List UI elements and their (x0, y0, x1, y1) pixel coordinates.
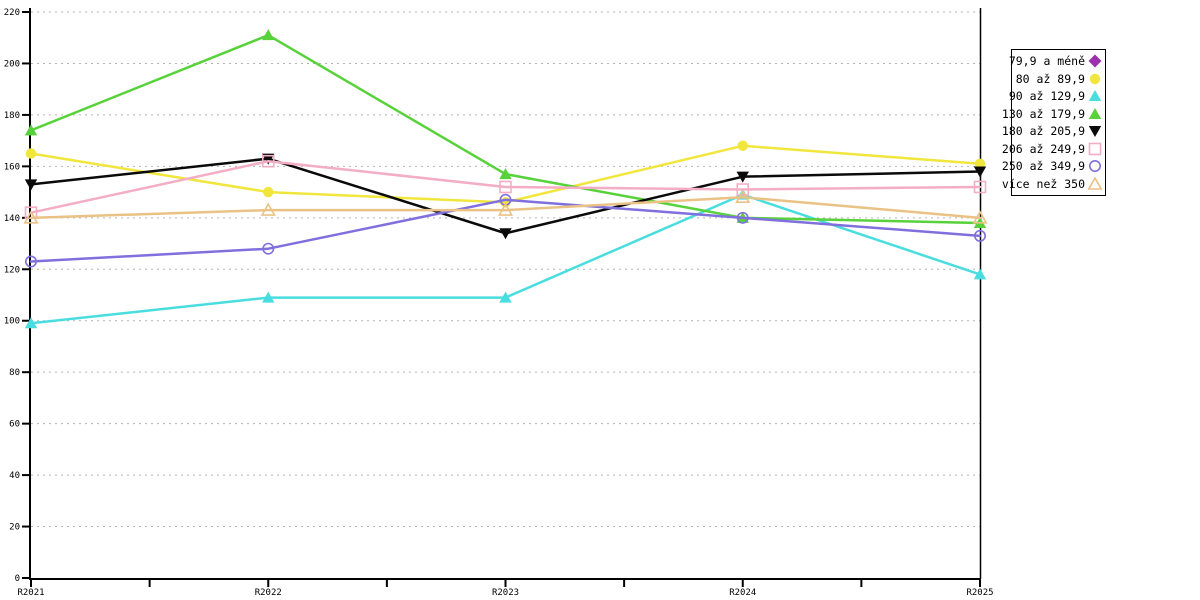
triangle-marker-icon (499, 168, 512, 180)
y-tick-label: 140 (4, 214, 20, 224)
legend-circle-icon (1089, 160, 1101, 173)
triangle-down-marker-icon (736, 171, 749, 183)
triangle-marker-icon (24, 317, 38, 329)
circle-icon (1089, 73, 1101, 85)
circle-icon (1089, 160, 1101, 173)
legend-circle-icon (1089, 73, 1101, 85)
triangle-icon (1088, 176, 1102, 190)
legend-item: 250 až 349,9 (1002, 158, 1102, 174)
legend-triangle-down-icon (1088, 126, 1102, 138)
legend-item: 80 až 89,9 (1014, 71, 1102, 87)
y-tick-label: 40 (9, 471, 20, 481)
triangle-down-marker-icon (24, 179, 38, 191)
triangle-marker-icon (973, 268, 987, 280)
circle-marker-icon (24, 255, 37, 268)
triangle-down-icon (1088, 126, 1102, 138)
x-tick-label: R2025 (966, 588, 993, 598)
square-marker-icon (736, 183, 750, 196)
triangle-marker-icon (260, 202, 276, 216)
y-tick-label: 220 (4, 8, 20, 18)
legend-label: 130 až 179,9 (1001, 106, 1085, 121)
y-tick-label: 100 (4, 317, 20, 327)
circle-marker-icon (736, 211, 749, 224)
triangle-down-marker-icon (499, 228, 512, 240)
legend-item: více než 350 (1002, 176, 1102, 192)
circle-marker-icon (974, 158, 986, 169)
triangle-marker-icon (23, 210, 39, 224)
x-tick-label: R2021 (17, 588, 44, 598)
legend-label: 180 až 205,9 (1001, 124, 1085, 139)
diamond-icon (1088, 54, 1102, 68)
triangle-icon (1088, 107, 1102, 119)
triangle-icon (1088, 90, 1102, 102)
legend-item: 90 až 129,9 (1009, 88, 1102, 104)
triangle-marker-icon (972, 210, 988, 224)
legend-label: 206 až 249,9 (1001, 141, 1085, 156)
x-tick-label: R2024 (729, 588, 756, 598)
x-tick-label: R2023 (492, 588, 519, 598)
square-marker-icon (973, 180, 987, 194)
legend-item: 130 až 179,9 (1002, 106, 1102, 122)
series-line (29, 159, 982, 214)
circle-marker-icon (25, 148, 37, 159)
triangle-marker-icon (262, 291, 275, 303)
legend-square-icon (1088, 142, 1102, 155)
legend-label: 250 až 349,9 (1001, 159, 1085, 174)
legend-label: 79,9 a méně (1008, 54, 1085, 69)
legend-item: 180 až 205,9 (1002, 123, 1102, 139)
triangle-marker-icon (499, 291, 512, 303)
circle-marker-icon (973, 229, 986, 242)
triangle-marker-icon (497, 202, 514, 216)
legend-diamond-icon (1088, 54, 1102, 68)
triangle-down-marker-icon (973, 166, 987, 178)
square-marker-icon (261, 154, 275, 168)
legend-label: 80 až 89,9 (1015, 71, 1085, 86)
legend-triangle-icon (1088, 90, 1102, 102)
triangle-marker-icon (735, 189, 751, 204)
legend-triangle-icon (1088, 176, 1102, 190)
triangle-marker-icon (262, 29, 275, 41)
y-tick-label: 120 (4, 265, 20, 275)
legend-item: 206 až 249,9 (1002, 141, 1102, 157)
y-tick-label: 0 (15, 574, 20, 584)
triangle-marker-icon (24, 124, 38, 136)
y-tick-label: 200 (4, 59, 20, 69)
square-icon (1088, 142, 1102, 155)
y-tick-label: 80 (9, 368, 20, 378)
y-tick-label: 160 (4, 162, 20, 172)
legend-triangle-icon (1088, 107, 1102, 119)
x-tick-label: R2022 (255, 588, 282, 598)
y-tick-label: 180 (4, 111, 20, 121)
circle-marker-icon (737, 140, 748, 151)
legend: 79,9 a méně 80 až 89,9 90 až 129,9 130 až 1… (1002, 49, 1106, 196)
square-marker-icon (499, 180, 512, 194)
y-tick-label: 60 (9, 420, 20, 430)
legend-item: 79,9 a méně (1009, 53, 1102, 69)
legend-label: 90 až 129,9 (1008, 89, 1085, 104)
legend-label: více než 350 (1001, 176, 1085, 191)
circle-marker-icon (262, 242, 275, 255)
circle-marker-icon (263, 186, 274, 198)
series-line (29, 198, 982, 263)
y-tick-label: 20 (9, 523, 20, 533)
series-line (29, 195, 982, 220)
